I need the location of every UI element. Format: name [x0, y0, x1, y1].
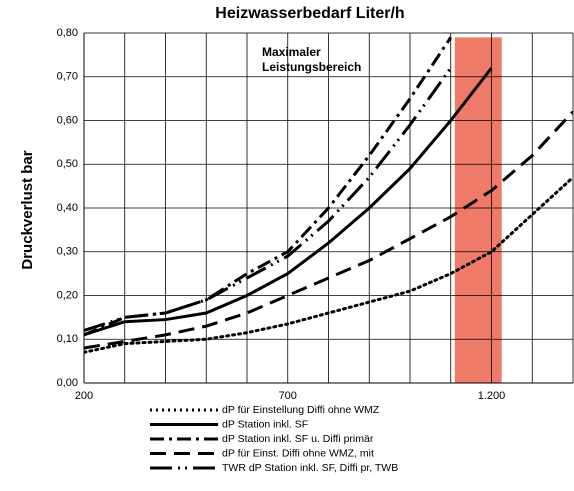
y-tick-label: 0,40	[57, 202, 78, 214]
y-tick-label: 0,50	[57, 158, 78, 170]
y-tick-label: 0,70	[57, 71, 78, 83]
y-tick-label: 0,60	[57, 114, 78, 126]
series-line	[84, 36, 452, 337]
max-range-band	[454, 37, 502, 383]
series-line	[84, 67, 493, 337]
annotation: Leistungsbereich	[262, 60, 361, 74]
series-line	[84, 67, 452, 332]
x-tick-label: 200	[75, 390, 93, 402]
legend-label: dP für Einst. Diffi ohne WMZ, mit	[222, 447, 374, 459]
x-tick-label: 700	[279, 390, 297, 402]
y-tick-label: 0,00	[57, 377, 78, 389]
y-tick-label: 0,30	[57, 246, 78, 258]
chart-title: Heizwasserbedarf Liter/h	[215, 5, 404, 22]
y-tick-label: 0,80	[57, 27, 78, 39]
legend-label: dP für Einstellung Diffi ohne WMZ	[222, 404, 380, 416]
y-axis-label: Druckverlust bar	[19, 150, 36, 269]
annotation: Maximaler	[262, 45, 321, 59]
series-line	[84, 110, 573, 350]
legend-label: TWR dP Station inkl. SF, Diffi pr, TWB	[222, 462, 398, 474]
y-tick-label: 0,10	[57, 333, 78, 345]
series-line	[84, 175, 573, 354]
legend-label: dP Station inkl. SF	[222, 418, 308, 430]
x-tick-label: 1.200	[478, 390, 506, 402]
y-tick-label: 0,20	[57, 289, 78, 301]
legend-label: dP Station inkl. SF u. Diffi primär	[222, 433, 374, 445]
